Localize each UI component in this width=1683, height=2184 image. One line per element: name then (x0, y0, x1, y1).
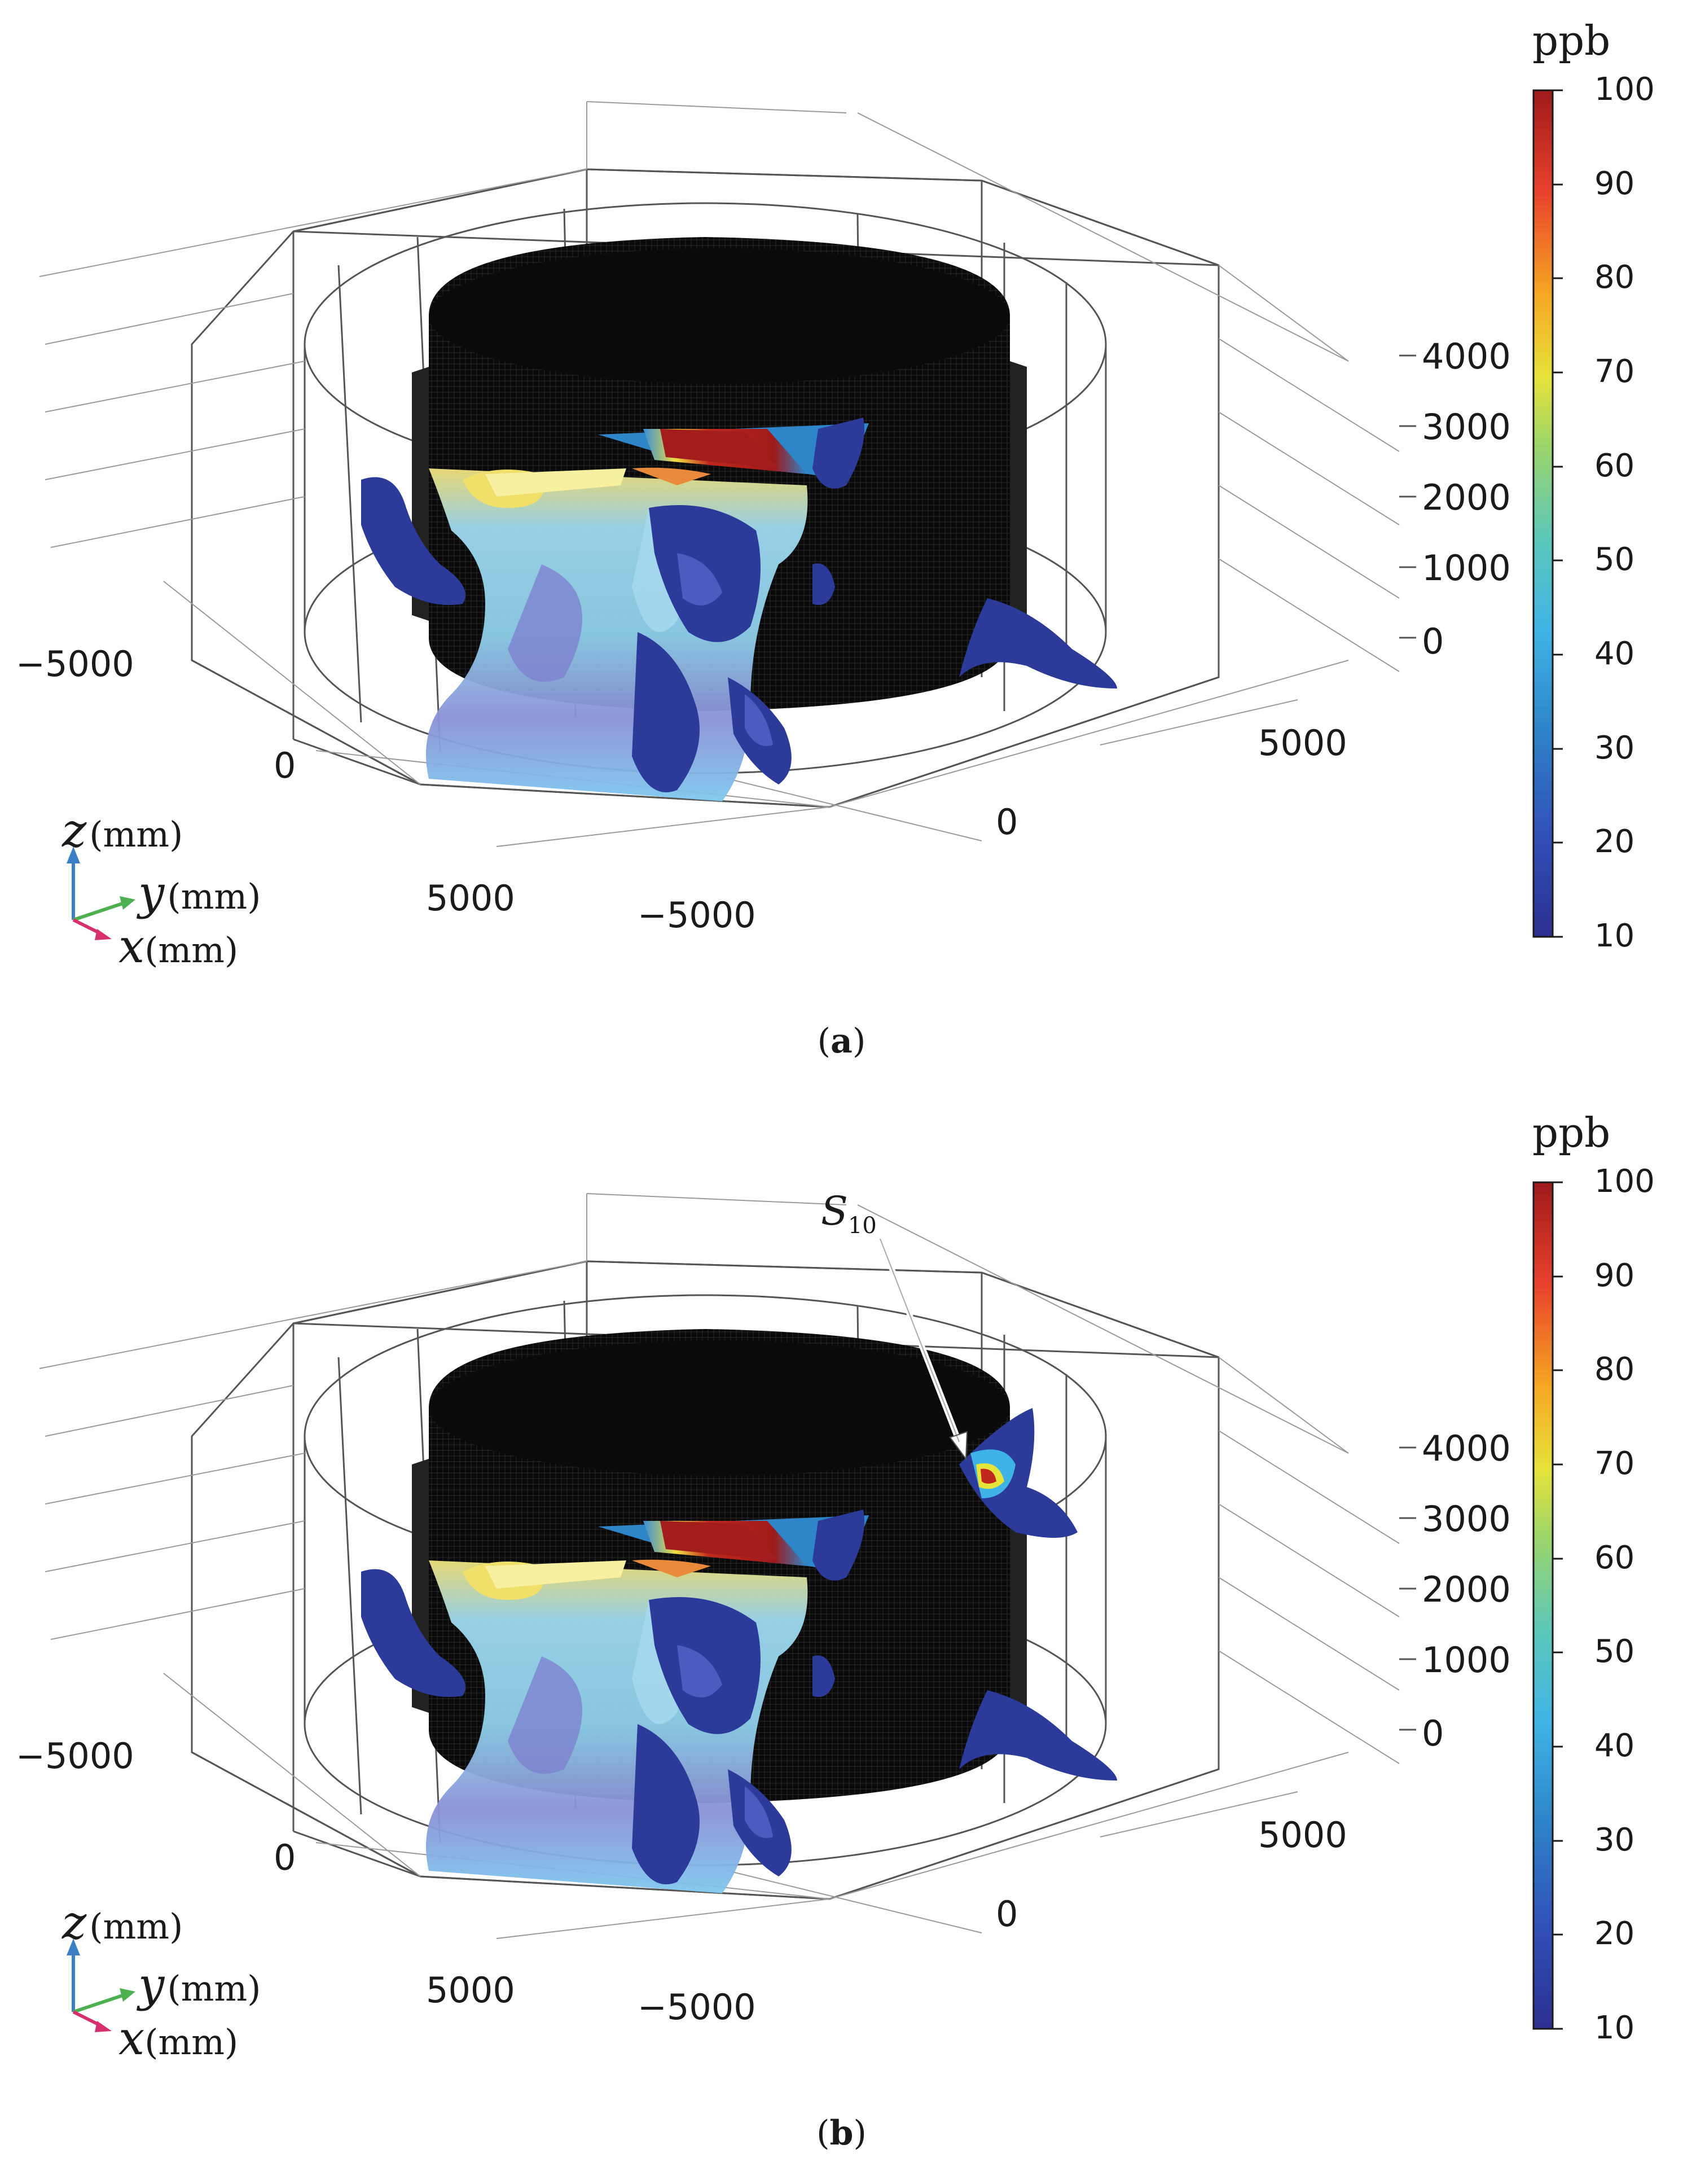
x-tick: 5000 (426, 1970, 515, 2011)
x-tick: −5000 (16, 643, 134, 685)
panel-caption: (b) (816, 2113, 867, 2153)
y-arrow (73, 901, 125, 922)
scene-3d (39, 89, 1563, 940)
colorbar-tick: 80 (1594, 1351, 1635, 1388)
mid-concentration-regions (677, 1645, 773, 1838)
y-tick: −5000 (638, 1986, 756, 2028)
x-axis-label: x(mm) (118, 2012, 239, 2065)
colorbar-tick: 40 (1594, 635, 1635, 672)
colorbar-tick: 100 (1594, 71, 1655, 108)
z-tick: 0 (1422, 621, 1444, 662)
colorbar-ticks (1553, 89, 1563, 938)
colorbar-tick: 90 (1594, 165, 1635, 202)
x-tick: −5000 (16, 1735, 134, 1777)
source-s10-region (959, 1408, 1078, 1538)
x-tick: 0 (274, 1837, 296, 1878)
colorbar (1532, 1181, 1554, 2030)
y-tick: 5000 (1258, 722, 1347, 764)
z-tick: 0 (1422, 1713, 1444, 1754)
panel-a: ppb 100 90 80 70 60 50 40 30 20 10 4000 … (16, 17, 1655, 1061)
z-tick: 4000 (1422, 336, 1511, 377)
z-tick: 3000 (1422, 1498, 1511, 1540)
low-concentration-regions (361, 1510, 1117, 1884)
colorbar-tick: 90 (1594, 1257, 1635, 1294)
scene-3d (39, 1181, 1563, 2032)
colorbar-tick: 50 (1594, 1633, 1635, 1670)
x-axis-label: x(mm) (118, 920, 239, 973)
colorbar-tick: 70 (1594, 353, 1635, 390)
annotation-arrow (877, 1238, 968, 1461)
x-tick: 0 (274, 745, 296, 786)
z-tick: 2000 (1422, 1569, 1511, 1610)
y-axis-label: y (mm) (138, 1958, 261, 2012)
colorbar-tick: 50 (1594, 541, 1635, 578)
colorbar-tick: 60 (1594, 448, 1635, 484)
mid-concentration-regions (677, 553, 773, 746)
background-grid (39, 101, 1400, 847)
y-axis-label: y (mm) (138, 866, 261, 920)
z-axis-tick-marks (1399, 1446, 1416, 1731)
y-tick: 0 (996, 801, 1018, 843)
colorbar-tick: 20 (1594, 823, 1635, 860)
y-tick: 0 (996, 1893, 1018, 1935)
y-arrow (73, 1993, 125, 2014)
colorbar-tick: 80 (1594, 259, 1635, 296)
z-axis-label: z (mm) (62, 804, 183, 858)
z-axis-tick-marks (1399, 354, 1416, 639)
y-tick: 5000 (1258, 1814, 1347, 1856)
z-tick: 1000 (1422, 547, 1511, 589)
z-tick: 4000 (1422, 1428, 1511, 1469)
colorbar-tick: 70 (1594, 1445, 1635, 1482)
z-tick: 3000 (1422, 406, 1511, 448)
source-annotation: S10 (821, 1188, 877, 1239)
z-tick: 1000 (1422, 1639, 1511, 1681)
colorbar (1532, 89, 1554, 938)
x-tick: 5000 (426, 878, 515, 919)
colorbar-unit: ppb (1532, 17, 1611, 64)
hot-wedge (598, 1515, 869, 1572)
y-tick: −5000 (638, 894, 756, 936)
colorbar-unit: ppb (1532, 1109, 1611, 1156)
z-axis-label: z (mm) (62, 1896, 183, 1950)
colorbar-tick: 30 (1594, 730, 1635, 766)
axis-triad (67, 847, 135, 940)
colorbar-tick: 100 (1594, 1163, 1655, 1200)
panel-b: S10 ppb 100 90 80 70 60 50 40 30 20 10 4… (0, 1092, 1683, 2184)
colorbar-ticks (1553, 1181, 1563, 2030)
colorbar-tick: 40 (1594, 1727, 1635, 1764)
axis-triad (67, 1939, 135, 2032)
colorbar-tick: 60 (1594, 1540, 1635, 1576)
panel-caption: (a) (817, 1021, 866, 1061)
hot-wedge (598, 423, 869, 480)
colorbar-tick: 20 (1594, 1915, 1635, 1952)
colorbar-tick: 10 (1594, 918, 1635, 954)
colorbar-tick: 30 (1594, 1822, 1635, 1858)
colorbar-tick: 10 (1594, 2010, 1635, 2046)
z-tick: 2000 (1422, 477, 1511, 518)
background-grid (39, 1193, 1400, 1939)
